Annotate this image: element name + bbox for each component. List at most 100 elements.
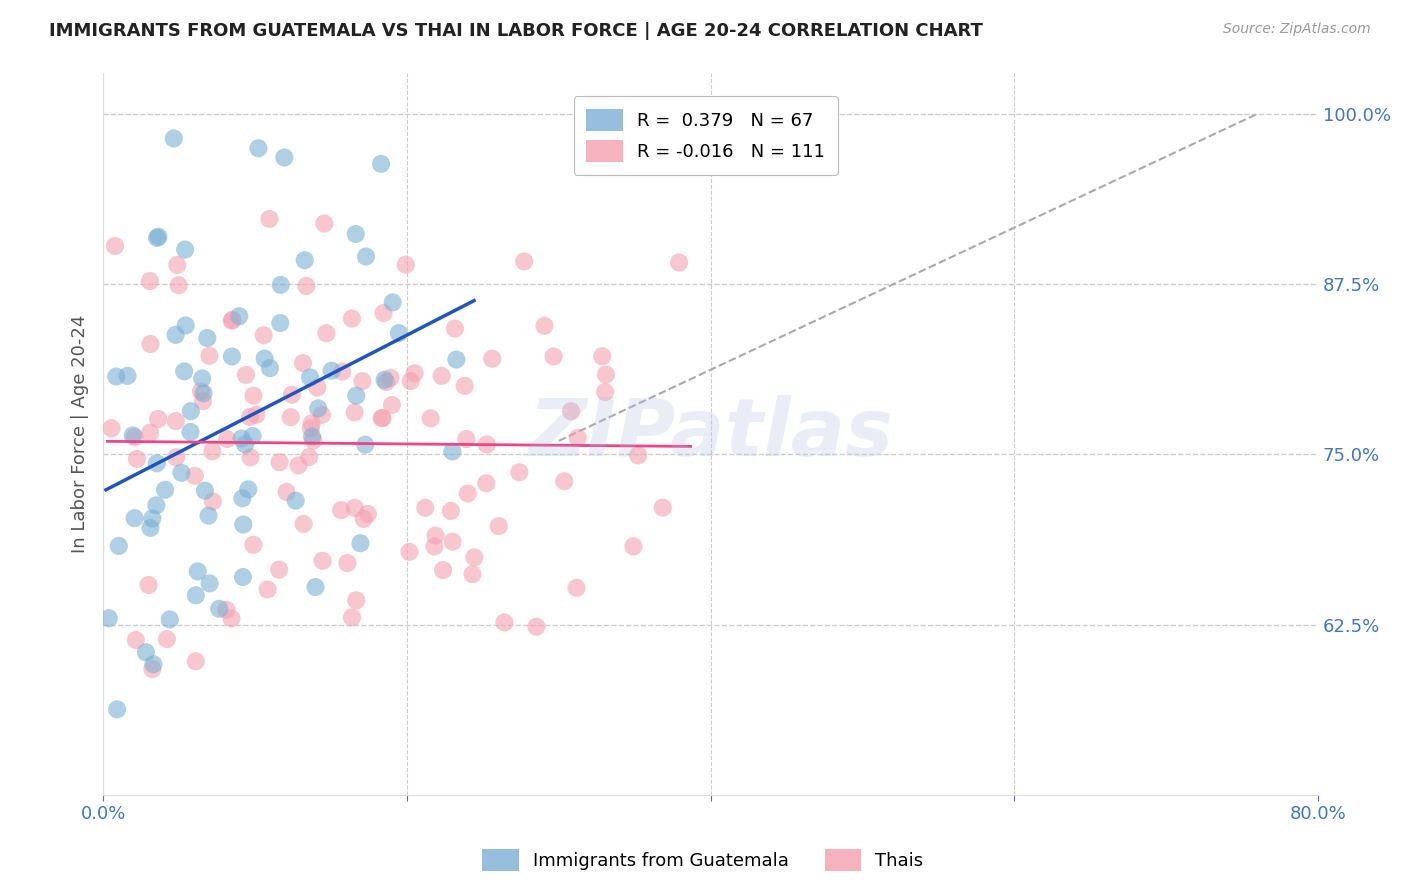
- Point: [446, 352, 468, 367]
- Point: [595, 368, 617, 382]
- Point: [298, 450, 321, 464]
- Point: [291, 356, 314, 370]
- Point: [167, 278, 190, 293]
- Point: [381, 295, 404, 310]
- Point: [453, 379, 475, 393]
- Point: [242, 429, 264, 443]
- Point: [148, 229, 170, 244]
- Point: [432, 563, 454, 577]
- Point: [139, 274, 162, 288]
- Point: [221, 313, 243, 327]
- Point: [269, 316, 291, 330]
- Point: [508, 465, 530, 479]
- Point: [287, 458, 309, 473]
- Point: [198, 349, 221, 363]
- Point: [217, 432, 239, 446]
- Point: [565, 581, 588, 595]
- Point: [381, 398, 404, 412]
- Point: [142, 657, 165, 672]
- Point: [100, 421, 122, 435]
- Point: [371, 411, 394, 425]
- Point: [399, 374, 422, 388]
- Point: [179, 425, 201, 439]
- Point: [153, 483, 176, 497]
- Point: [373, 306, 395, 320]
- Point: [270, 277, 292, 292]
- Point: [156, 632, 179, 646]
- Point: [423, 540, 446, 554]
- Point: [321, 364, 343, 378]
- Point: [311, 554, 333, 568]
- Point: [256, 582, 278, 597]
- Point: [304, 580, 326, 594]
- Point: [184, 468, 207, 483]
- Point: [259, 211, 281, 226]
- Point: [553, 475, 575, 489]
- Point: [139, 521, 162, 535]
- Point: [299, 421, 322, 435]
- Point: [228, 310, 250, 324]
- Point: [494, 615, 516, 630]
- Point: [235, 368, 257, 382]
- Point: [239, 410, 262, 425]
- Point: [301, 429, 323, 443]
- Text: Source: ZipAtlas.com: Source: ZipAtlas.com: [1223, 22, 1371, 37]
- Point: [166, 258, 188, 272]
- Point: [623, 540, 645, 554]
- Text: IMMIGRANTS FROM GUATEMALA VS THAI IN LABOR FORCE | AGE 20-24 CORRELATION CHART: IMMIGRANTS FROM GUATEMALA VS THAI IN LAB…: [49, 22, 983, 40]
- Point: [627, 449, 650, 463]
- Point: [292, 516, 315, 531]
- Point: [481, 351, 503, 366]
- Point: [380, 371, 402, 385]
- Point: [208, 601, 231, 615]
- Point: [441, 534, 464, 549]
- Point: [276, 485, 298, 500]
- Point: [125, 452, 148, 467]
- Point: [174, 318, 197, 333]
- Point: [184, 654, 207, 668]
- Point: [344, 593, 367, 607]
- Point: [651, 500, 673, 515]
- Point: [349, 536, 371, 550]
- Point: [105, 369, 128, 384]
- Point: [221, 350, 243, 364]
- Point: [302, 434, 325, 448]
- Point: [221, 313, 243, 327]
- Point: [198, 576, 221, 591]
- Point: [357, 507, 380, 521]
- Point: [184, 588, 207, 602]
- Point: [194, 483, 217, 498]
- Point: [398, 545, 420, 559]
- Point: [174, 243, 197, 257]
- Point: [141, 511, 163, 525]
- Legend: R =  0.379   N = 67, R = -0.016   N = 111: R = 0.379 N = 67, R = -0.016 N = 111: [574, 96, 838, 175]
- Point: [273, 151, 295, 165]
- Text: ZIPatlas: ZIPatlas: [529, 395, 893, 473]
- Point: [107, 539, 129, 553]
- Point: [533, 318, 555, 333]
- Point: [430, 368, 453, 383]
- Point: [239, 450, 262, 465]
- Point: [259, 361, 281, 376]
- Point: [543, 350, 565, 364]
- Point: [180, 404, 202, 418]
- Point: [201, 494, 224, 508]
- Point: [245, 408, 267, 422]
- Point: [668, 255, 690, 269]
- Point: [97, 611, 120, 625]
- Point: [370, 157, 392, 171]
- Point: [307, 380, 329, 394]
- Point: [314, 217, 336, 231]
- Point: [165, 450, 187, 465]
- Point: [165, 414, 187, 428]
- Point: [404, 366, 426, 380]
- Point: [475, 476, 498, 491]
- Point: [475, 437, 498, 451]
- Point: [440, 504, 463, 518]
- Point: [343, 405, 366, 419]
- Point: [315, 326, 337, 341]
- Point: [197, 508, 219, 523]
- Point: [163, 131, 186, 145]
- Point: [201, 444, 224, 458]
- Point: [173, 364, 195, 378]
